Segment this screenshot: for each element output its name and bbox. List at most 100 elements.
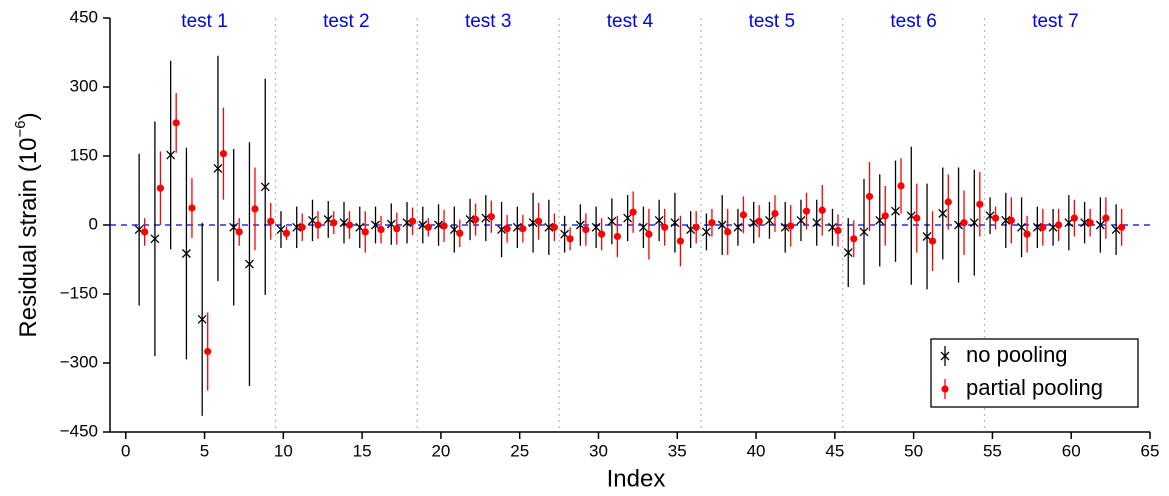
marker <box>796 215 806 225</box>
marker <box>471 215 480 224</box>
marker <box>361 228 369 236</box>
x-tick-label: 60 <box>1062 441 1081 460</box>
marker <box>1007 216 1015 224</box>
marker <box>654 215 664 225</box>
marker <box>244 259 254 269</box>
marker <box>717 220 727 230</box>
group-label: test 7 <box>1032 11 1078 32</box>
group-label: test 4 <box>607 11 654 32</box>
marker <box>197 314 207 324</box>
marker <box>260 182 270 192</box>
marker <box>940 351 950 361</box>
y-tick-label: −450 <box>60 421 98 440</box>
marker <box>292 222 302 232</box>
marker <box>850 235 858 243</box>
marker <box>408 217 417 225</box>
marker <box>219 150 228 158</box>
marker <box>891 206 900 216</box>
marker <box>251 205 259 213</box>
marker <box>598 230 606 238</box>
marker <box>944 198 952 206</box>
marker <box>938 209 948 218</box>
marker <box>708 219 716 227</box>
marker <box>487 213 495 221</box>
y-label-end: ) <box>15 112 42 120</box>
group-label: test 2 <box>323 11 369 32</box>
marker <box>1023 230 1031 238</box>
marker <box>1118 223 1126 231</box>
marker <box>1017 222 1027 232</box>
marker <box>638 222 648 232</box>
marker <box>519 225 527 233</box>
series <box>134 55 1121 416</box>
marker <box>692 223 700 231</box>
y-tick-label: 300 <box>70 76 98 95</box>
y-tick-label: −300 <box>60 352 98 371</box>
legend-label: no pooling <box>966 342 1068 367</box>
marker <box>991 214 1000 222</box>
marker <box>913 214 921 222</box>
marker <box>928 237 937 245</box>
marker <box>739 211 748 219</box>
marker <box>755 217 763 225</box>
marker <box>172 119 180 127</box>
legend-label: partial pooling <box>966 375 1103 400</box>
marker <box>188 204 196 212</box>
marker <box>1095 220 1105 230</box>
marker <box>843 248 853 258</box>
x-tick-label: 5 <box>200 441 209 460</box>
marker <box>440 222 448 230</box>
legend: no pooling partial pooling <box>930 338 1139 408</box>
marker <box>724 228 732 236</box>
marker <box>771 209 779 218</box>
y-label-text: Residual strain (10 <box>15 138 42 338</box>
marker <box>1086 219 1094 227</box>
x-tick-label: 45 <box>825 441 844 460</box>
marker <box>150 234 160 244</box>
x-tick-label: 15 <box>353 441 372 460</box>
marker <box>802 207 811 215</box>
marker <box>156 184 165 192</box>
marker <box>834 226 842 235</box>
x-tick-label: 25 <box>510 441 529 460</box>
marker <box>881 212 889 220</box>
marker <box>1032 222 1042 232</box>
marker <box>613 232 621 241</box>
marker <box>181 249 191 258</box>
y-tick-label: 150 <box>70 145 98 164</box>
marker <box>1102 214 1110 222</box>
marker <box>1055 221 1063 229</box>
marker <box>733 222 743 232</box>
marker <box>701 227 711 237</box>
marker <box>345 221 354 229</box>
group-label: test 6 <box>890 11 936 32</box>
marker <box>550 223 558 231</box>
marker <box>607 216 617 226</box>
marker <box>1070 214 1078 222</box>
group-label: test 1 <box>181 11 227 32</box>
marker <box>661 223 669 231</box>
x-tick-label: 35 <box>668 441 687 460</box>
marker <box>787 222 795 230</box>
marker <box>213 163 223 173</box>
x-tick-label: 40 <box>747 441 766 460</box>
marker <box>235 228 243 236</box>
marker <box>859 227 869 237</box>
x-tick-label: 0 <box>121 441 130 460</box>
group-label: test 3 <box>465 11 511 32</box>
marker <box>544 222 554 232</box>
marker <box>1039 223 1047 231</box>
x-tick-label: 10 <box>274 441 293 460</box>
marker <box>393 225 401 233</box>
marker <box>645 230 653 238</box>
marker <box>314 221 322 229</box>
marker <box>582 226 590 234</box>
x-tick-label: 65 <box>1141 441 1160 460</box>
marker <box>676 237 685 245</box>
marker <box>282 229 291 237</box>
marker <box>465 215 475 224</box>
x-tick-label: 50 <box>904 441 923 460</box>
marker <box>960 219 968 227</box>
marker <box>166 150 176 160</box>
